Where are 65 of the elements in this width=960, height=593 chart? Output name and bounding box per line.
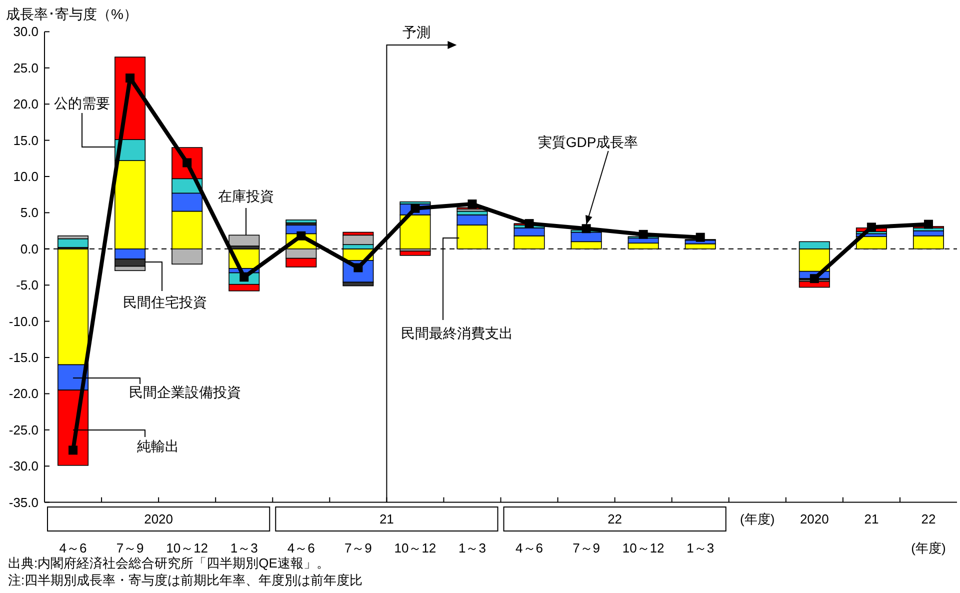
bar <box>912 235 944 250</box>
y-tick-label: -15.0 <box>8 350 38 365</box>
x-tick-label: 10～12 <box>622 540 664 556</box>
text: 実質GDP成長率 <box>538 134 638 150</box>
text: (年度) <box>911 540 946 556</box>
y-tick-label: -25.0 <box>8 422 38 438</box>
bar <box>228 234 260 246</box>
x-tick-label: 4～6 <box>516 540 543 556</box>
legend-label: 民間住宅投資 <box>123 294 207 310</box>
group-box: 22 <box>503 506 726 532</box>
y-tick-label: 15.0 <box>13 132 38 148</box>
x-tick-label: 21 <box>864 512 879 526</box>
bar <box>342 232 374 236</box>
text: 純輸出 <box>137 438 179 454</box>
y-tick-label: -20.0 <box>8 386 38 402</box>
bar <box>628 242 659 250</box>
x-tick-label: 4～6 <box>287 540 315 556</box>
x-tick-label: 10～12 <box>394 540 436 556</box>
x-tick-label: 7～9 <box>116 540 144 556</box>
y-axis-title: 成長率･寄与度（%） <box>6 6 138 22</box>
group-box: 2020 <box>47 506 270 532</box>
point <box>468 200 477 209</box>
source-note: 出典:内閣府経済社会総合研究所「四半期別QE速報」。 <box>8 556 330 570</box>
point <box>924 220 933 229</box>
y-tick-label: 20.0 <box>13 96 38 112</box>
point <box>68 446 78 455</box>
y-tick-label: 25.0 <box>13 60 38 76</box>
y-tick-label: 0.0 <box>20 241 38 256</box>
x-tick-label: 4～6 <box>59 540 87 556</box>
bar <box>400 250 431 256</box>
x-tick-label: 7～9 <box>344 540 372 556</box>
x-tick-label: 22 <box>921 512 936 526</box>
x-tick-label: 7～9 <box>572 540 600 556</box>
y-tick-label: -35.0 <box>8 494 38 510</box>
bar <box>286 220 317 224</box>
text: 民間最終消費支出 <box>401 325 513 341</box>
text: 公的需要 <box>54 95 110 111</box>
point <box>810 274 819 284</box>
y-tick-label: -5.0 <box>16 278 38 293</box>
text: (年度) <box>740 512 775 526</box>
bar <box>684 243 716 250</box>
point <box>296 231 306 240</box>
text: 在庫投資 <box>218 188 274 204</box>
annotation: 予測 <box>402 24 431 40</box>
point <box>582 224 591 234</box>
x-tick-label: 2020 <box>800 512 829 526</box>
y-tick-label: 5.0 <box>20 205 38 220</box>
point <box>524 219 534 228</box>
x-tick-label: 1～3 <box>458 540 486 556</box>
text: 注:四半期別成長率・寄与度は前期比年率、年度別は前年度比 <box>8 572 363 588</box>
group-box: 21 <box>275 506 498 532</box>
bar <box>286 258 317 268</box>
x-tick-label: 1～3 <box>686 540 714 556</box>
point <box>126 74 135 83</box>
y-tick-label: 30.0 <box>13 24 38 40</box>
y-tick-label: -10.0 <box>8 314 38 329</box>
point <box>866 222 876 232</box>
point <box>638 230 648 239</box>
point <box>696 232 705 242</box>
text: 民間企業設備投資 <box>129 384 241 400</box>
x-tick-label: 1～3 <box>230 540 258 556</box>
y-tick-label: 10.0 <box>13 169 38 184</box>
bar <box>114 266 146 272</box>
x-tick-label: 10～12 <box>166 540 208 556</box>
y-tick-label: -30.0 <box>8 458 38 474</box>
